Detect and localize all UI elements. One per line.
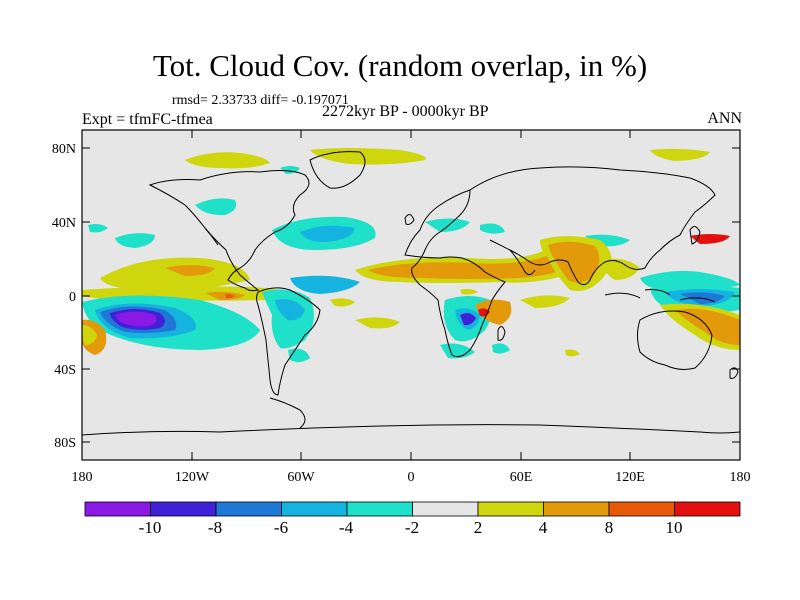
colorbar-box xyxy=(84,501,151,517)
colorbar-box xyxy=(608,501,675,517)
map-title: Tot. Cloud Cov. (random overlap, in %) xyxy=(152,48,648,83)
colorbar-box xyxy=(412,501,479,517)
colorbar-box xyxy=(477,501,544,517)
colorbar-label: -4 xyxy=(339,518,354,537)
y-tick-label: 0 xyxy=(69,290,76,305)
x-tick-label: 0 xyxy=(408,470,415,485)
x-tick-label: 60W xyxy=(287,470,315,485)
y-axis-labels: 80N 40N 0 40S 80S xyxy=(52,142,76,451)
colorbar-box xyxy=(150,501,217,517)
x-tick-label: 180 xyxy=(730,470,751,485)
anomaly-fields xyxy=(82,148,740,363)
y-tick-label: 40S xyxy=(54,363,76,378)
colorbar-label: -8 xyxy=(208,518,222,537)
x-tick-label: 60E xyxy=(510,470,533,485)
coastlines xyxy=(82,151,740,436)
colorbar-labels: -10 -8 -6 -4 -2 2 4 8 10 xyxy=(139,518,683,537)
x-axis-ticks xyxy=(81,130,741,460)
colorbar-box xyxy=(281,501,348,517)
colorbar-box xyxy=(674,501,741,517)
colorbar-box xyxy=(346,501,413,517)
x-tick-label: 120E xyxy=(615,470,645,485)
period-label: 2272kyr BP - 0000kyr BP xyxy=(322,103,489,120)
experiment-label: Expt = tfmFC-tfmea xyxy=(82,111,213,128)
y-axis-ticks xyxy=(82,147,740,443)
y-tick-label: 80N xyxy=(52,142,76,157)
colorbar-box xyxy=(215,501,282,517)
colorbar-label: -6 xyxy=(274,518,288,537)
x-tick-label: 180 xyxy=(72,470,93,485)
stats-label: rmsd= 2.33733 diff= -0.197071 xyxy=(172,93,349,108)
colorbar xyxy=(84,501,741,517)
colorbar-label: 2 xyxy=(474,518,483,537)
season-label: ANN xyxy=(707,110,742,127)
colorbar-label: -2 xyxy=(405,518,419,537)
y-tick-label: 40N xyxy=(52,216,76,231)
x-axis-labels: 180 120W 60W 0 60E 120E 180 xyxy=(72,470,751,485)
colorbar-label: -10 xyxy=(139,518,162,537)
colorbar-box xyxy=(543,501,610,517)
colorbar-label: 4 xyxy=(539,518,548,537)
colorbar-label: 10 xyxy=(666,518,683,537)
colorbar-label: 8 xyxy=(605,518,614,537)
y-tick-label: 80S xyxy=(54,436,76,451)
x-tick-label: 120W xyxy=(175,470,210,485)
